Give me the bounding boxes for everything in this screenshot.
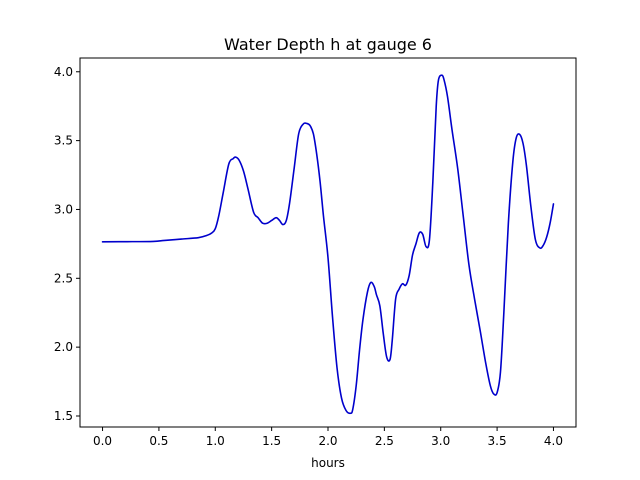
x-tick-label: 3.0 xyxy=(431,434,450,448)
x-tick-label: 2.0 xyxy=(318,434,337,448)
y-tick-label: 2.0 xyxy=(54,340,73,354)
x-tick-label: 0.5 xyxy=(149,434,168,448)
x-tick-label: 1.0 xyxy=(206,434,225,448)
series-layer xyxy=(101,74,555,415)
y-tick-label: 3.5 xyxy=(54,134,73,148)
y-tick-label: 1.5 xyxy=(54,409,73,423)
y-tick-label: 4.0 xyxy=(54,65,73,79)
x-tick-label: 4.0 xyxy=(544,434,563,448)
series-line xyxy=(101,74,555,415)
x-axis: 0.0 0.5 1.0 1.5 2.0 2.5 3.0 3.5 4.0 xyxy=(93,427,563,448)
plot-area: 0.0 0.5 1.0 1.5 2.0 2.5 3.0 3.5 4.0 1.5 2.0 2.5 3.0… xyxy=(54,57,577,448)
y-tick-label: 2.5 xyxy=(54,271,73,285)
chart-title: Water Depth h at gauge 6 xyxy=(224,35,432,54)
x-axis-label: hours xyxy=(311,456,345,470)
x-tick-label: 1.5 xyxy=(262,434,281,448)
y-axis: 1.5 2.0 2.5 3.0 3.5 4.0 xyxy=(54,65,80,423)
y-tick-label: 3.0 xyxy=(54,202,73,216)
x-tick-label: 2.5 xyxy=(375,434,394,448)
x-tick-label: 3.5 xyxy=(488,434,507,448)
x-tick-label: 0.0 xyxy=(93,434,112,448)
